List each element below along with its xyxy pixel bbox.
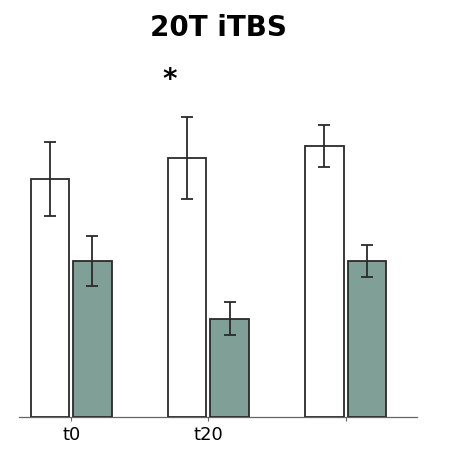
Title: 20T iTBS: 20T iTBS: [150, 14, 286, 42]
Bar: [210, 319, 249, 417]
Bar: [73, 261, 112, 417]
Bar: [31, 179, 69, 417]
Bar: [168, 158, 206, 417]
Text: *: *: [163, 66, 177, 94]
Bar: [348, 261, 386, 417]
Bar: [305, 146, 344, 417]
